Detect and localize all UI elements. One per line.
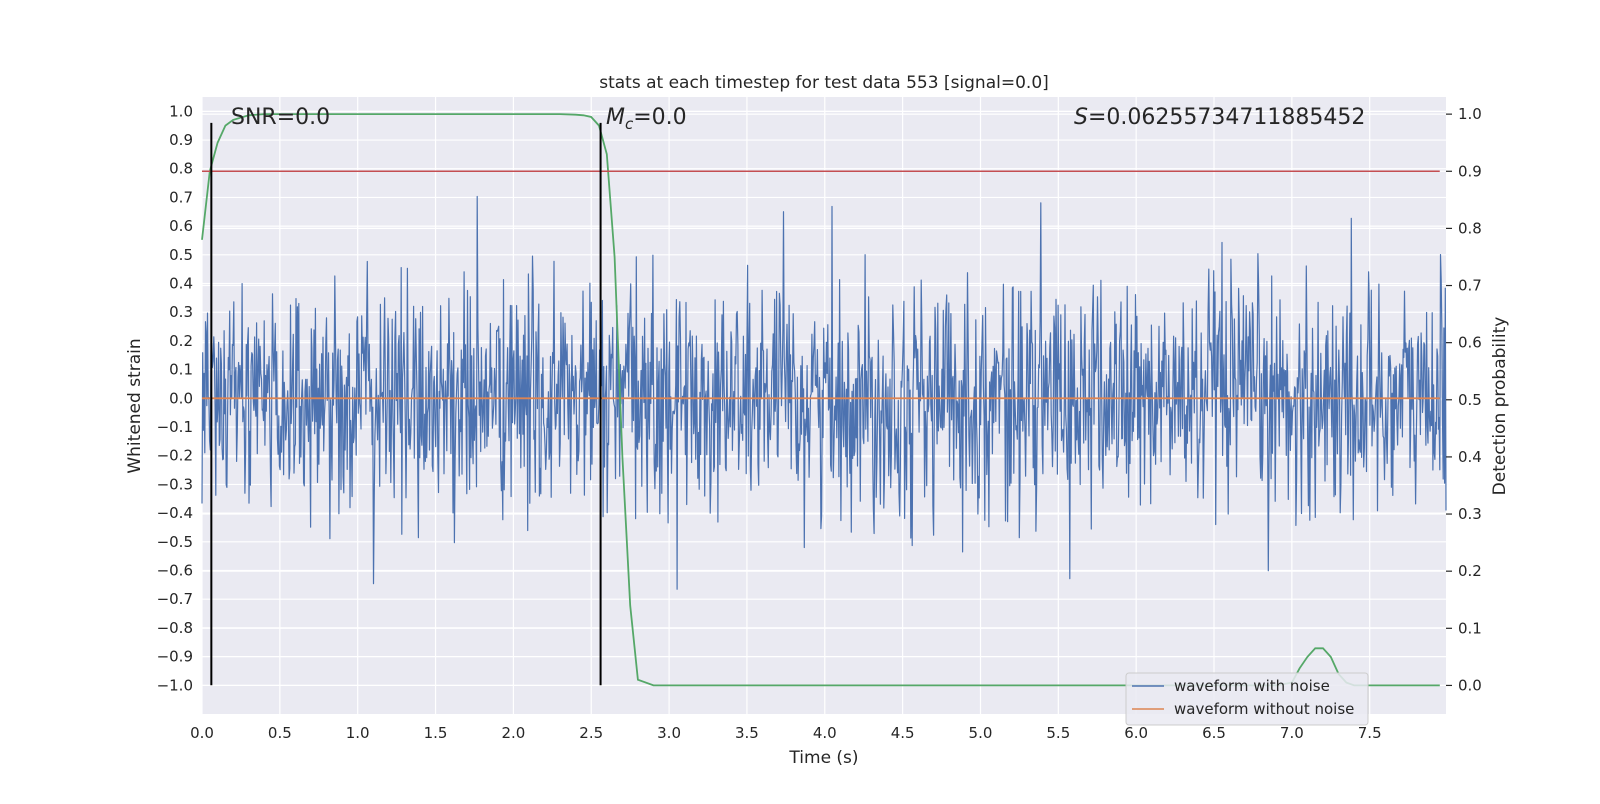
y-left-tick-label: 0.0 (169, 389, 193, 407)
y-right-tick-label: 0.6 (1458, 334, 1482, 352)
x-axis-label: Time (s) (788, 748, 858, 768)
y-left-tick-label: −0.4 (157, 504, 193, 522)
y-left-tick-label: 0.4 (169, 275, 193, 293)
y-left-tick-label: −0.8 (157, 619, 193, 637)
chirp-mass-value: =0.0 (633, 105, 686, 130)
y-right-tick-label: 0.5 (1458, 391, 1482, 409)
x-tick-label: 3.0 (657, 724, 681, 742)
legend-label-noise: waveform with noise (1174, 677, 1330, 695)
y-left-tick-label: −0.1 (157, 418, 193, 436)
y-axis-label-left: Whitened strain (125, 338, 145, 473)
y-left-tick-label: 0.7 (169, 188, 193, 206)
y-right-tick-label: 0.9 (1458, 162, 1482, 180)
chirp-mass-symbol: M (606, 105, 625, 130)
axes: 0.0 0.5 1.0 1.5 2.0 2.5 3.0 3.5 4.0 4.5 5.0 5.5 6.0 6… (157, 102, 1482, 742)
legend-label-clean: waveform without noise (1174, 700, 1354, 718)
y-left-tick-label: 0.3 (169, 303, 193, 321)
plot-area (202, 97, 1446, 714)
y-right-tick-label: 0.2 (1458, 562, 1482, 580)
x-tick-label: 2.0 (501, 724, 525, 742)
y-left-tick-label: −0.5 (157, 533, 193, 551)
y-left-tick-label: −0.6 (157, 562, 193, 580)
series-line-waveform-with-noise (201, 195, 1447, 590)
x-tick-label: 1.5 (424, 724, 448, 742)
x-tick-label: 7.5 (1358, 724, 1382, 742)
x-tick-label: 4.5 (891, 724, 915, 742)
x-tick-label: 0.5 (268, 724, 292, 742)
y-right-tick-label: 0.8 (1458, 219, 1482, 237)
y-left-tick-label: 1.0 (169, 102, 193, 120)
x-tick-label: 6.5 (1202, 724, 1226, 742)
chirp-mass-subscript: c (625, 115, 634, 133)
legend-box (1125, 672, 1369, 726)
y-left-tick-label: 0.1 (169, 361, 193, 379)
x-tick-label: 4.0 (813, 724, 837, 742)
score-symbol: S (1074, 105, 1088, 130)
x-tick-label: 5.0 (969, 724, 993, 742)
x-tick-label: 0.0 (190, 724, 214, 742)
y-right-tick-label: 0.7 (1458, 277, 1482, 295)
y-left-tick-label: 0.5 (169, 246, 193, 264)
y-left-tick-label: 0.9 (169, 131, 193, 149)
chirp-mass-annotation: Mc=0.0 (606, 105, 687, 133)
x-tick-label: 7.0 (1280, 724, 1304, 742)
score-annotation: S=0.06255734711885452 (1074, 105, 1365, 130)
legend: waveform with noise waveform without noi… (1125, 672, 1369, 726)
y-right-tick-label: 0.1 (1458, 619, 1482, 637)
y-left-tick-label: 0.6 (169, 217, 193, 235)
chart-title: stats at each timestep for test data 553… (599, 73, 1049, 93)
y-left-tick-label: −0.2 (157, 447, 193, 465)
series-line-detection-probability (201, 113, 1440, 687)
y-right-tick-label: 0.4 (1458, 448, 1482, 466)
y-right-tick-label: 1.0 (1458, 105, 1482, 123)
x-tick-label: 2.5 (579, 724, 603, 742)
snr-annotation: SNR=0.0 (231, 105, 330, 130)
y-left-tick-label: 0.2 (169, 332, 193, 350)
y-left-tick-label: −1.0 (157, 676, 193, 694)
y-left-tick-label: −0.3 (157, 475, 193, 493)
score-value: =0.06255734711885452 (1088, 105, 1365, 130)
y-right-tick-label: 0.0 (1458, 676, 1482, 694)
y-right-tick-label: 0.3 (1458, 505, 1482, 523)
x-tick-label: 6.0 (1124, 724, 1148, 742)
x-tick-label: 3.5 (735, 724, 759, 742)
y-left-tick-label: −0.7 (157, 590, 193, 608)
x-tick-label: 1.0 (346, 724, 370, 742)
y-left-tick-label: 0.8 (169, 160, 193, 178)
y-left-tick-label: −0.9 (157, 648, 193, 666)
y-axis-label-right: Detection probability (1490, 317, 1510, 496)
x-tick-label: 5.5 (1046, 724, 1070, 742)
series-layer (201, 113, 1447, 687)
